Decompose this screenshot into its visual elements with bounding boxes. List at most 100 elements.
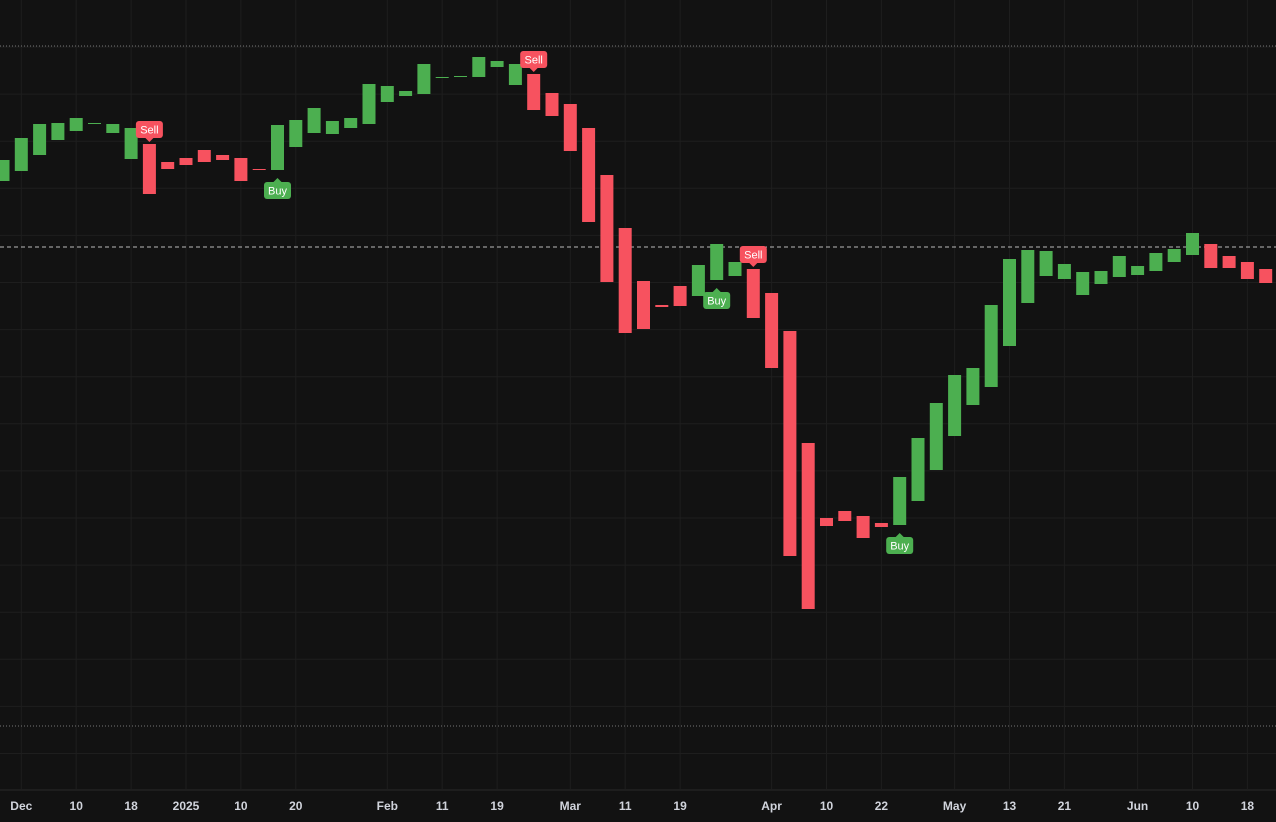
- candle: [783, 331, 797, 556]
- candle: [746, 269, 760, 318]
- candle: [728, 262, 742, 276]
- candle: [399, 91, 413, 96]
- signal-sell: Sell: [739, 246, 767, 267]
- candle: [271, 125, 284, 170]
- candle: [106, 124, 120, 133]
- candle: [124, 128, 138, 159]
- signal-box: [520, 51, 548, 68]
- candle: [856, 516, 870, 538]
- candle: [88, 123, 101, 124]
- signal-pointer: [749, 263, 758, 267]
- candle: [1003, 259, 1016, 346]
- candle: [344, 118, 358, 128]
- x-tick-label: 11: [436, 799, 449, 813]
- candle: [618, 228, 632, 333]
- candle: [472, 57, 486, 77]
- x-tick-label: Mar: [560, 799, 582, 813]
- candle: [893, 477, 907, 525]
- candle: [582, 128, 596, 222]
- candle: [655, 305, 669, 307]
- candle: [1057, 264, 1071, 279]
- x-tick-label: 10: [820, 799, 834, 813]
- candle: [710, 244, 724, 280]
- candle: [33, 124, 47, 155]
- signal-label: Sell: [140, 124, 158, 136]
- candle: [984, 305, 998, 387]
- candle: [1076, 272, 1090, 295]
- signal-box: [739, 246, 767, 263]
- signal-label: Sell: [744, 249, 762, 261]
- candle: [234, 158, 248, 181]
- x-tick-label: 19: [673, 799, 687, 813]
- x-tick-label: 21: [1058, 799, 1072, 813]
- candle: [69, 118, 83, 131]
- signal-label: Sell: [525, 54, 543, 66]
- candle: [600, 175, 614, 282]
- candle: [765, 293, 779, 368]
- x-tick-label: 19: [490, 799, 504, 813]
- x-tick-label: Dec: [10, 799, 32, 813]
- candle: [197, 150, 211, 162]
- candle: [307, 108, 321, 133]
- signal-box: [135, 121, 163, 138]
- candle: [325, 121, 339, 134]
- signal-pointer: [895, 533, 904, 537]
- x-tick-label: 22: [875, 799, 889, 813]
- signal-sell: Sell: [135, 121, 163, 142]
- x-tick-label: Feb: [377, 799, 398, 813]
- signal-box: [264, 182, 291, 199]
- candle: [454, 76, 467, 77]
- x-tick-label: May: [943, 799, 967, 813]
- x-tick-label: Jun: [1127, 799, 1148, 813]
- candle: [874, 523, 888, 527]
- x-tick-label: 10: [70, 799, 84, 813]
- candle: [1240, 262, 1254, 279]
- signal-pointer: [712, 288, 721, 292]
- candle: [161, 162, 175, 169]
- x-tick-label: 13: [1003, 799, 1017, 813]
- candle: [820, 518, 833, 526]
- candle: [216, 155, 230, 160]
- candle: [362, 84, 376, 124]
- candle: [1149, 253, 1163, 271]
- candle: [691, 265, 705, 296]
- candle: [142, 144, 156, 194]
- candle: [911, 438, 925, 501]
- candle: [948, 375, 962, 436]
- x-tick-label: 11: [619, 799, 632, 813]
- candle: [14, 138, 28, 171]
- signal-label: Buy: [268, 185, 287, 197]
- signal-buy: Buy: [264, 178, 291, 199]
- x-tick-label: 20: [289, 799, 303, 813]
- candle: [801, 443, 815, 609]
- signal-box: [886, 537, 914, 554]
- candle: [1039, 251, 1053, 276]
- x-tick-label: 2025: [173, 799, 200, 813]
- candle: [838, 511, 852, 521]
- candle: [637, 281, 650, 329]
- x-tick-label: 18: [124, 799, 138, 813]
- x-tick-label: Apr: [761, 799, 782, 813]
- candle: [1112, 256, 1126, 277]
- candle: [417, 64, 431, 94]
- candle: [1021, 250, 1035, 303]
- candle: [1186, 233, 1199, 255]
- candle: [1131, 266, 1145, 275]
- candle: [252, 169, 266, 170]
- candle: [1204, 244, 1218, 268]
- candle: [966, 368, 980, 405]
- candle: [0, 160, 10, 181]
- x-tick-label: 18: [1241, 799, 1255, 813]
- candle: [51, 123, 65, 140]
- candle: [563, 104, 577, 151]
- candle: [1222, 256, 1236, 268]
- signal-buy: Buy: [886, 533, 914, 554]
- signal-pointer: [529, 68, 538, 72]
- candle: [1259, 269, 1273, 283]
- signal-pointer: [145, 138, 154, 142]
- signal-pointer: [273, 178, 282, 182]
- x-tick-label: 10: [1186, 799, 1200, 813]
- signal-buy: Buy: [703, 288, 731, 309]
- signal-box: [703, 292, 731, 309]
